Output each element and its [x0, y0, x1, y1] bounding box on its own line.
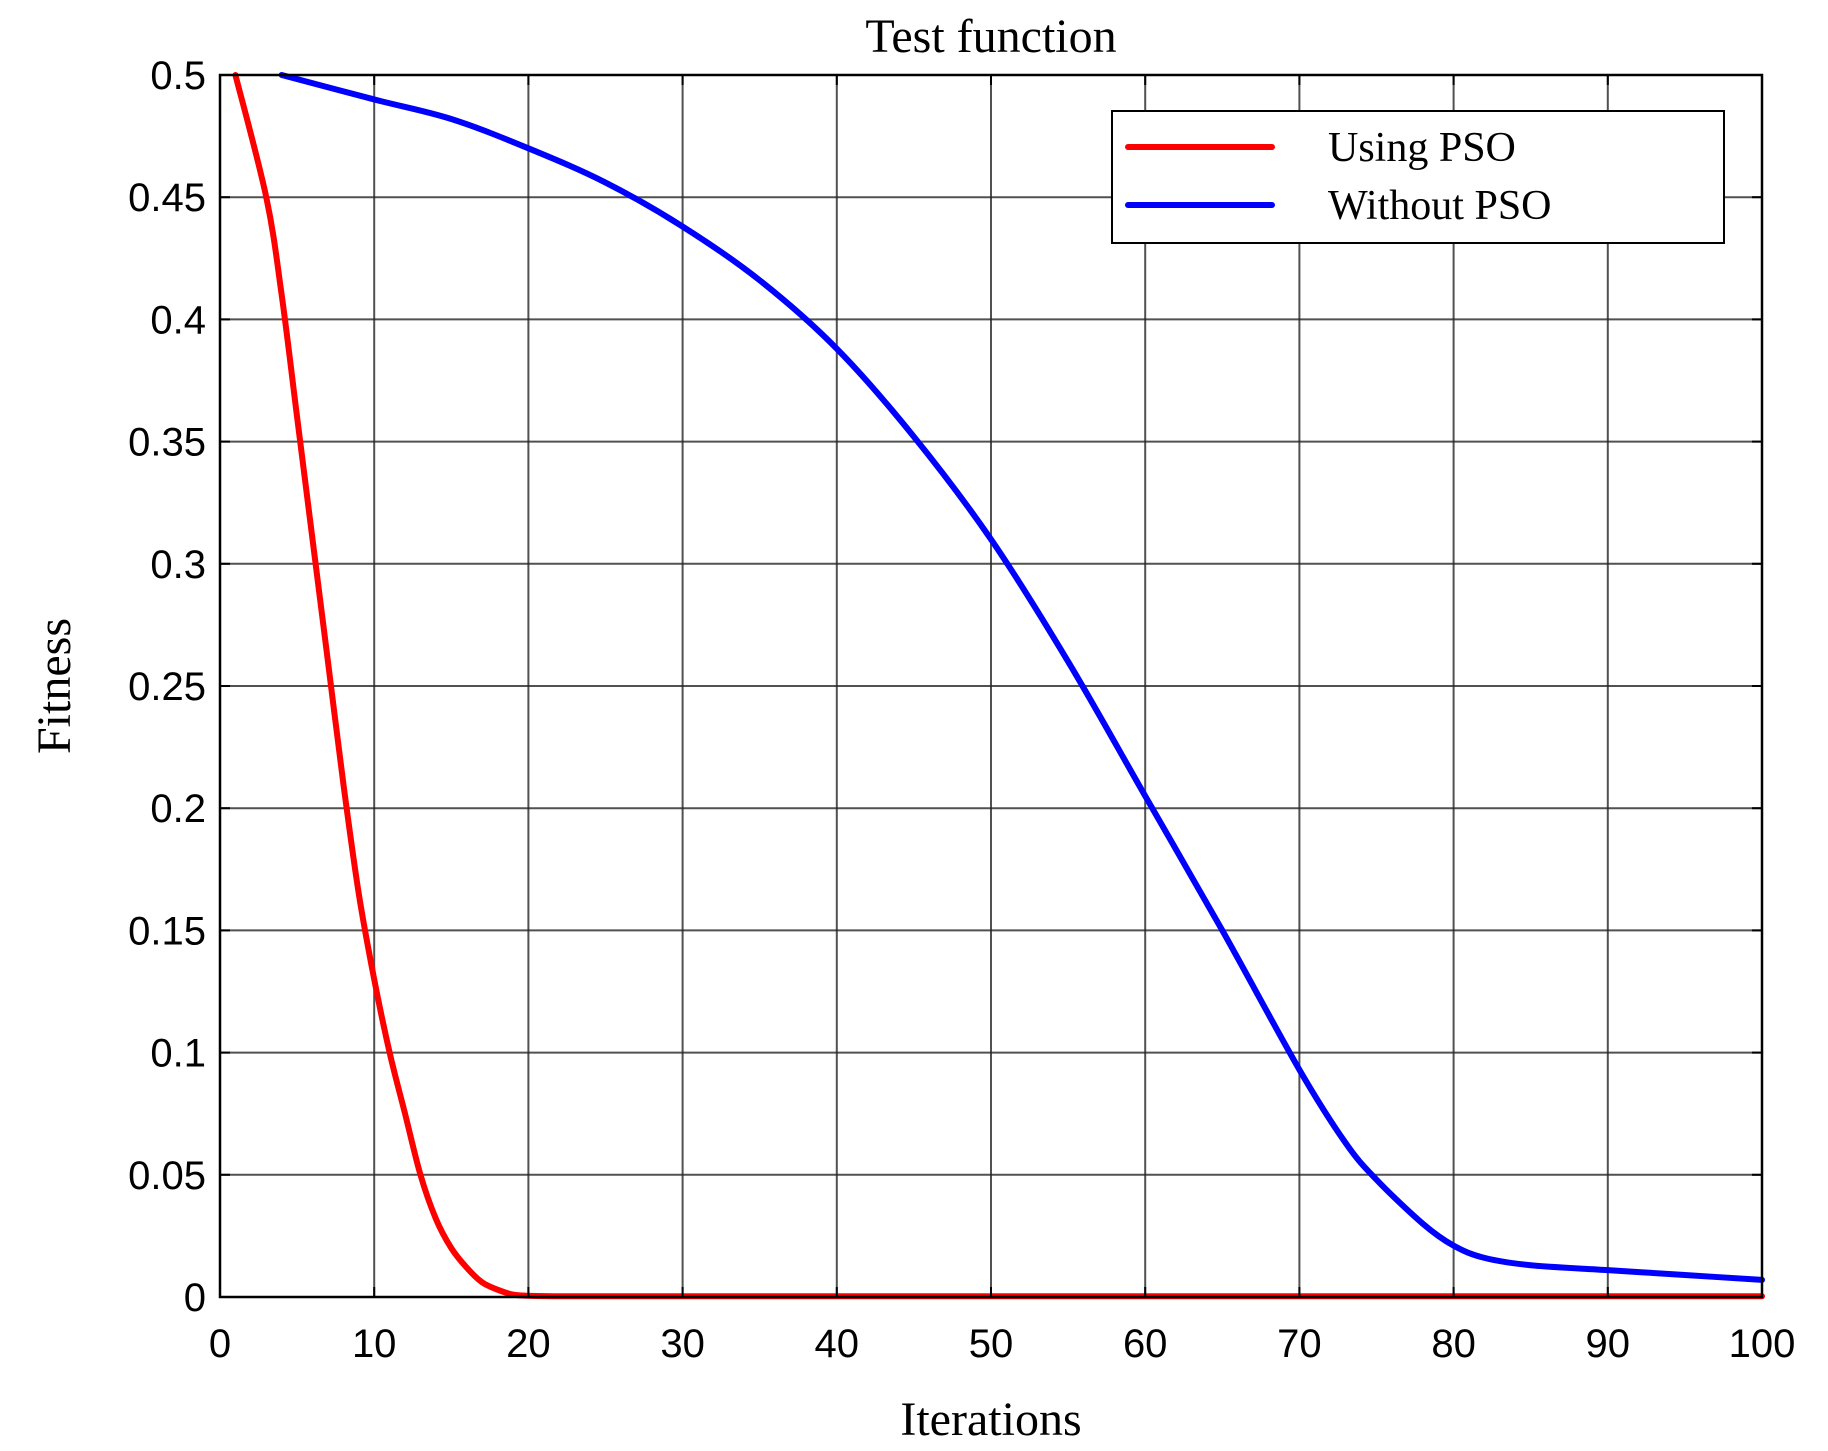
series-line-without-pso [278, 72, 1765, 1283]
x-tick-label: 80 [1431, 1322, 1476, 1366]
x-tick-label: 40 [815, 1322, 860, 1366]
x-tick-label: 100 [1729, 1322, 1796, 1366]
y-tick-label: 0.45 [128, 176, 206, 220]
y-tick-label: 0.35 [128, 421, 206, 465]
y-tick-label: 0.25 [128, 665, 206, 709]
y-tick-label: 0.5 [150, 54, 206, 98]
chart-title: Test function [865, 10, 1116, 63]
grid-lines [220, 75, 1762, 1297]
y-tick-label: 0.4 [150, 298, 206, 342]
x-tick-label: 90 [1586, 1322, 1631, 1366]
x-tick-label: 10 [352, 1322, 397, 1366]
legend-box [1111, 110, 1725, 244]
legend-label-using-pso: Using PSO [1328, 125, 1516, 171]
x-tick-label: 0 [209, 1322, 231, 1366]
y-tick-label: 0.3 [150, 543, 206, 587]
x-axis-title: Iterations [900, 1393, 1081, 1446]
legend: Using PSO Without PSO [1111, 110, 1725, 244]
x-tick-label: 70 [1277, 1322, 1322, 1366]
x-tick-label: 30 [660, 1322, 705, 1366]
y-axis-title: Fitness [28, 618, 81, 754]
legend-label-without-pso: Without PSO [1328, 183, 1552, 229]
y-tick-label: 0.05 [128, 1154, 206, 1198]
y-tick-label: 0 [184, 1276, 206, 1320]
y-tick-label: 0.2 [150, 787, 206, 831]
axis-ticks: 0 10 20 30 40 50 60 70 80 90 100 0 0.05 0.1 0.15 0.2 0.2… [128, 54, 1795, 1366]
y-tick-label: 0.15 [128, 909, 206, 953]
y-tick-label: 0.1 [150, 1032, 206, 1076]
x-tick-label: 60 [1123, 1322, 1168, 1366]
x-tick-label: 50 [969, 1322, 1014, 1366]
x-tick-label: 20 [506, 1322, 551, 1366]
